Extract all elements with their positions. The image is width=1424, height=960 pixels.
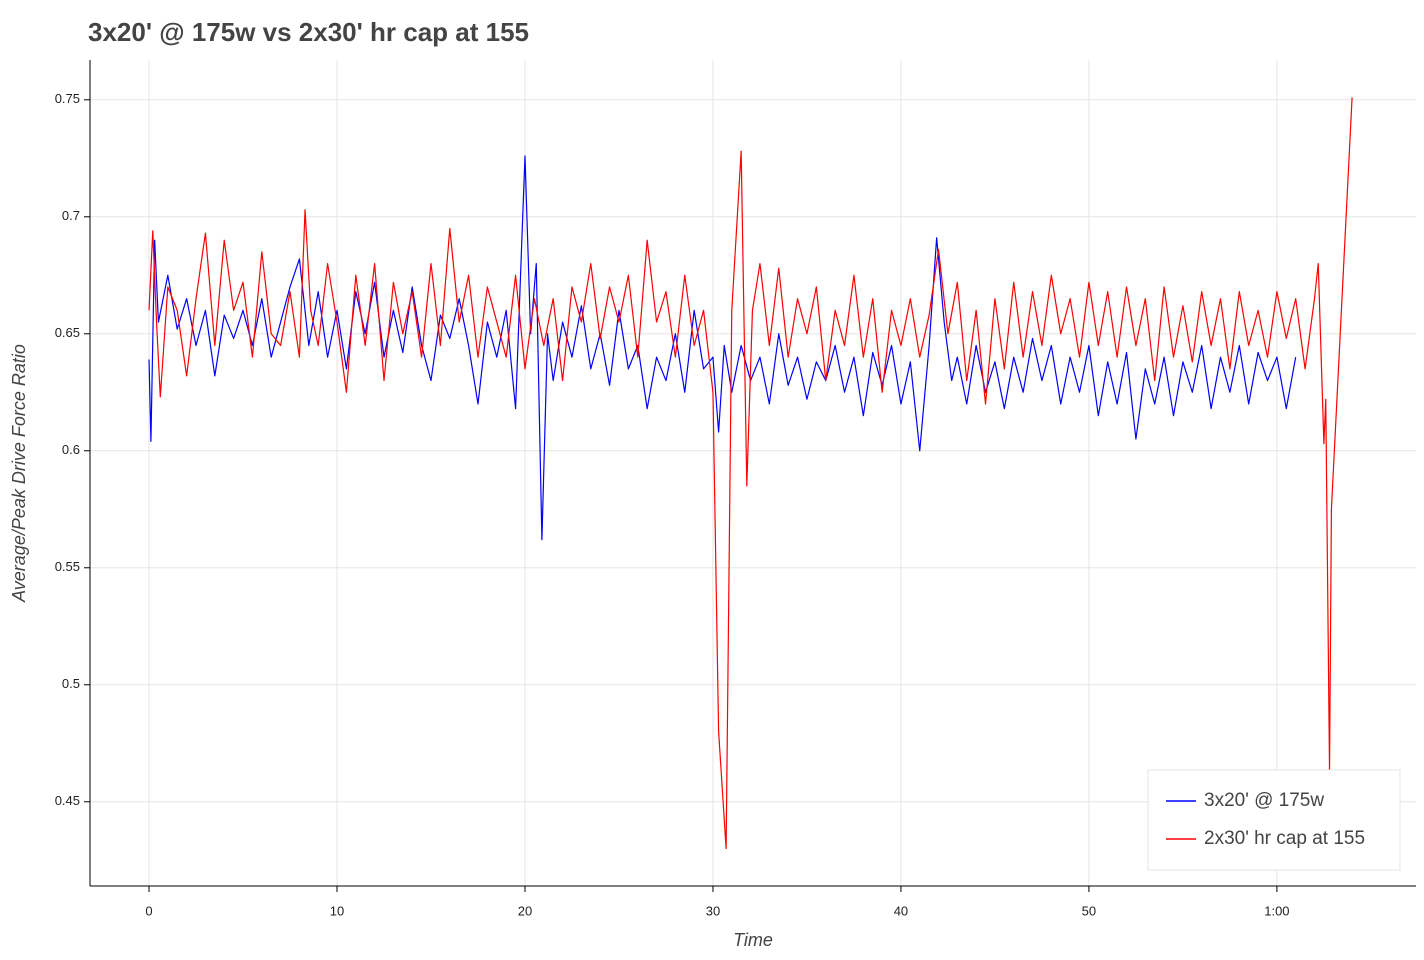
y-tick-label: 0.45 (55, 793, 80, 808)
y-axis-label: Average/Peak Drive Force Ratio (9, 344, 29, 603)
legend: 3x20' @ 175w 2x30' hr cap at 155 (1147, 769, 1401, 871)
legend-label: 2x30' hr cap at 155 (1204, 828, 1365, 849)
x-tick-label: 10 (330, 903, 344, 918)
x-tick-label: 0 (145, 903, 152, 918)
x-tick-label: 1:00 (1264, 903, 1289, 918)
x-tick-label: 20 (518, 903, 532, 918)
legend-box (1147, 769, 1401, 871)
y-tick-label: 0.65 (55, 325, 80, 340)
chart-title: 3x20' @ 175w vs 2x30' hr cap at 155 (88, 17, 529, 47)
data-line (148, 155, 1297, 541)
x-tick-label: 30 (706, 903, 720, 918)
x-tick-label: 40 (894, 903, 908, 918)
x-tick-label: 50 (1082, 903, 1096, 918)
legend-label: 3x20' @ 175w (1204, 790, 1324, 811)
y-tick-label: 0.7 (62, 208, 80, 223)
data-line (148, 97, 1353, 850)
y-tick-label: 0.6 (62, 442, 80, 457)
x-axis-label: Time (733, 930, 773, 950)
y-tick-label: 0.75 (55, 91, 80, 106)
y-tick-label: 0.55 (55, 559, 80, 574)
y-tick-label: 0.5 (62, 676, 80, 691)
